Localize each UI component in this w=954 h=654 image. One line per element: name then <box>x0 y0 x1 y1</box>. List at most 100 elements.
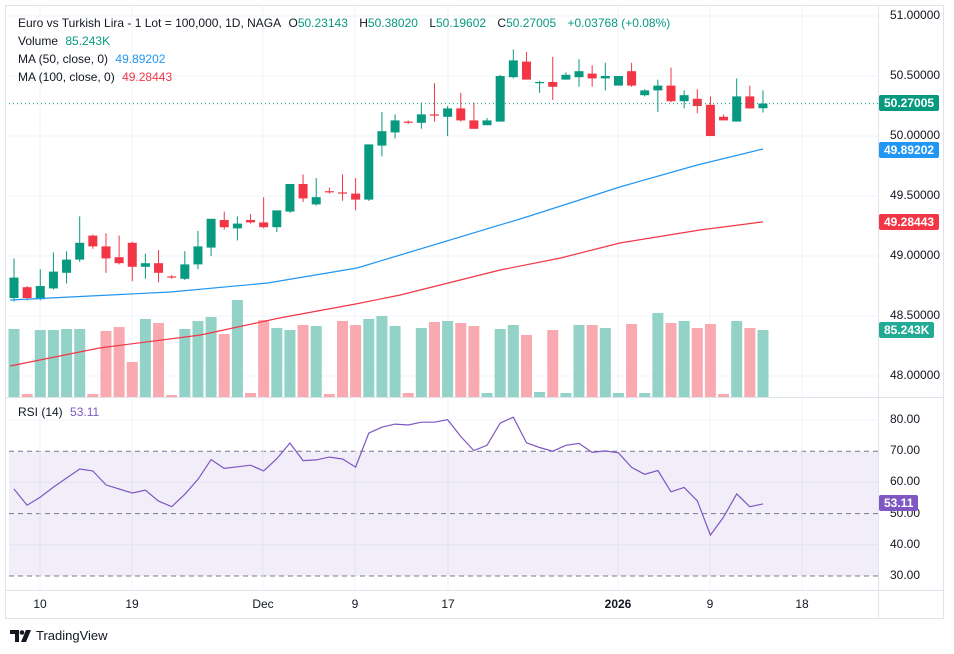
candle-body <box>627 71 637 86</box>
tradingview-logo[interactable]: TradingView <box>10 628 108 643</box>
volume-bar <box>310 326 322 397</box>
volume-bar <box>547 330 559 397</box>
candle-body <box>692 98 702 106</box>
volume-bar <box>179 328 191 397</box>
candle-body <box>403 121 413 123</box>
rsi-tick: 80.00 <box>890 412 921 426</box>
candle-body <box>377 131 387 146</box>
volume-bar <box>389 326 401 397</box>
ma50-value: 49.89202 <box>115 52 166 66</box>
volume-bar <box>415 327 427 397</box>
volume-value: 85.243K <box>65 34 111 48</box>
time-tick: 9 <box>706 597 714 611</box>
rsi-tick: 60.00 <box>890 474 921 489</box>
volume-bar <box>757 329 769 397</box>
candle-body <box>364 144 374 200</box>
candle-body <box>561 74 571 80</box>
rsi-legend[interactable]: RSI (14) 53.11 <box>18 405 100 419</box>
ma50-legend[interactable]: MA (50, close, 0) 49.89202 <box>18 52 166 66</box>
candle-body <box>456 108 466 121</box>
candle-body <box>745 96 755 109</box>
ma100-line <box>9 221 764 367</box>
candle-body <box>62 259 72 273</box>
candle-body <box>180 264 190 279</box>
candle-body <box>272 210 282 228</box>
volume-bar <box>192 320 204 397</box>
volume-bar <box>376 316 388 397</box>
volume-bar <box>139 319 151 397</box>
candle-body <box>429 114 439 116</box>
volume-bar <box>652 313 664 397</box>
price-tick: 51.00000 <box>890 8 941 22</box>
candle-body <box>508 60 518 78</box>
candle-body <box>548 82 558 87</box>
candle-body <box>535 82 545 84</box>
candle-body <box>48 271 58 289</box>
symbol-title[interactable]: Euro vs Turkish Lira - 1 Lot = 100,000, … <box>18 16 282 30</box>
volume-bar <box>284 330 296 397</box>
candle-body <box>469 120 479 129</box>
candle-body <box>35 286 45 300</box>
volume-bar <box>21 394 33 397</box>
high-value: 50.38020 <box>367 16 418 30</box>
rsi-tick: 30.00 <box>890 568 921 582</box>
candle-body <box>679 95 689 102</box>
candle-body <box>390 120 400 133</box>
volume-bar <box>560 392 572 397</box>
candle-body <box>705 104 715 136</box>
candle-body <box>232 223 242 229</box>
volume-bar <box>507 324 519 397</box>
candle-body <box>324 191 334 193</box>
price-tick: 48.00000 <box>890 368 941 382</box>
candle-body <box>416 114 426 123</box>
volume-bar <box>468 326 480 397</box>
symbol-legend: Euro vs Turkish Lira - 1 Lot = 100,000, … <box>18 16 671 30</box>
ma50-line <box>10 148 764 301</box>
candle-body <box>600 76 610 79</box>
candle-body <box>666 85 676 102</box>
volume-bar <box>586 324 598 397</box>
rsi-tick: 70.00 <box>890 443 921 458</box>
candle-body <box>9 277 19 298</box>
volume-bar <box>534 391 546 397</box>
candle-body <box>127 242 137 267</box>
price-tick: 49.50000 <box>890 188 941 202</box>
price-tick: 50.00000 <box>890 128 941 142</box>
candle-body <box>732 96 742 122</box>
time-tick: 2026 <box>604 597 632 611</box>
volume-bar <box>599 327 611 397</box>
candle-body <box>574 71 584 78</box>
volume-bar <box>402 392 414 397</box>
volume-bar <box>612 392 624 397</box>
volume-bar <box>639 392 651 397</box>
candle-body <box>75 242 85 260</box>
volume-bar <box>205 316 217 397</box>
volume-bar <box>166 395 178 397</box>
volume-bar <box>100 330 112 397</box>
candle-body <box>613 76 623 86</box>
volume-bar <box>494 328 506 397</box>
candles <box>9 49 768 302</box>
candle-body <box>101 246 111 259</box>
volume-legend[interactable]: Volume 85.243K <box>18 34 111 48</box>
volume-bar <box>153 323 165 397</box>
volume-bar <box>218 334 230 397</box>
rsi-value: 53.11 <box>70 405 100 419</box>
ma50-tag: 49.89202 <box>879 142 940 158</box>
candle-body <box>640 90 650 96</box>
volume-bar <box>691 327 703 397</box>
volume-bar <box>8 328 20 397</box>
candle-body <box>482 120 492 126</box>
volume-bar <box>481 392 493 397</box>
candle-body <box>521 61 531 80</box>
candle-body <box>653 85 663 91</box>
time-tick: 17 <box>441 597 455 611</box>
volume-bar <box>258 320 270 397</box>
volume-bar <box>61 328 73 397</box>
volume-bar <box>455 323 467 397</box>
ma100-legend[interactable]: MA (100, close, 0) 49.28443 <box>18 70 173 84</box>
rsi-band-fill <box>9 451 878 576</box>
rsi-band <box>9 451 878 576</box>
volume-bar <box>245 392 257 397</box>
